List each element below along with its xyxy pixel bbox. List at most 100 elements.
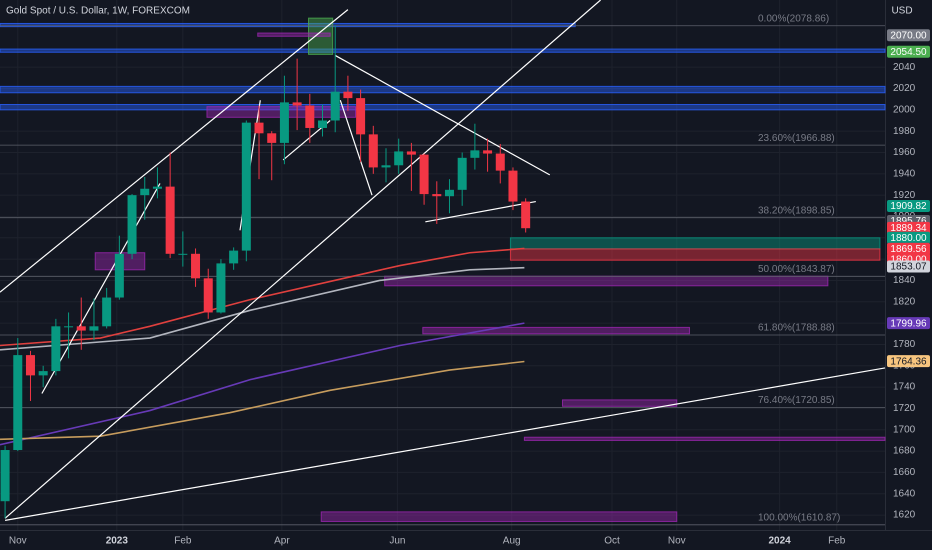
candle-body bbox=[203, 278, 213, 313]
candle-body bbox=[25, 355, 35, 376]
candle-body bbox=[241, 122, 251, 251]
fib-label: 23.60%(1966.88) bbox=[758, 133, 835, 144]
candle-body bbox=[483, 150, 493, 154]
y-tick-label: 2000 bbox=[893, 104, 916, 115]
candle-body bbox=[406, 151, 416, 155]
candle-body bbox=[254, 122, 264, 134]
zone bbox=[0, 48, 886, 53]
zone bbox=[561, 399, 678, 407]
fib-label: 61.80%(1788.88) bbox=[758, 323, 835, 334]
candle-body bbox=[444, 189, 454, 197]
price-label-box bbox=[887, 317, 930, 330]
price-label: 2054.50 bbox=[890, 47, 927, 58]
x-tick-label: 2024 bbox=[768, 536, 791, 547]
x-tick-label: Oct bbox=[604, 536, 620, 547]
fib-label: 50.00%(1843.87) bbox=[758, 264, 835, 275]
candle-body bbox=[102, 297, 112, 327]
candle-body bbox=[432, 194, 442, 197]
price-label-box bbox=[887, 29, 930, 42]
candle-body bbox=[0, 450, 10, 502]
fib-label: 0.00%(2078.86) bbox=[758, 13, 829, 24]
zone bbox=[320, 511, 678, 522]
moving-average bbox=[0, 322, 525, 446]
price-label-box bbox=[887, 242, 930, 255]
trend-line bbox=[4, 367, 886, 521]
y-tick-label: 1840 bbox=[893, 275, 916, 286]
y-tick-label: 2040 bbox=[893, 62, 916, 73]
y-tick-label: 2020 bbox=[893, 83, 916, 94]
price-label: 1909.82 bbox=[890, 201, 927, 212]
fib-label: 100.00%(1610.87) bbox=[758, 512, 840, 523]
candle-body bbox=[76, 326, 86, 331]
zone bbox=[422, 326, 690, 335]
zone bbox=[0, 22, 576, 28]
candle-body bbox=[140, 188, 150, 196]
candle-body bbox=[343, 91, 353, 99]
price-label: 1799.96 bbox=[890, 318, 927, 329]
candle-body bbox=[178, 253, 188, 255]
zones bbox=[0, 17, 886, 522]
zone bbox=[509, 248, 881, 261]
candle-body bbox=[51, 326, 61, 372]
moving-average bbox=[0, 360, 525, 441]
candle-body bbox=[114, 253, 124, 298]
candle-body bbox=[368, 134, 378, 168]
price-label: 1860.00 bbox=[890, 254, 927, 265]
price-label-box bbox=[887, 200, 930, 213]
y-tick-label: 1720 bbox=[893, 403, 916, 414]
x-tick-label: Nov bbox=[668, 536, 686, 547]
price-label-box bbox=[887, 260, 930, 273]
trend-line bbox=[425, 200, 536, 223]
x-tick-label: Jun bbox=[389, 536, 405, 547]
trend-line bbox=[4, 0, 601, 519]
candle-body bbox=[356, 98, 366, 135]
candle-body bbox=[89, 326, 99, 331]
trend-line bbox=[339, 100, 373, 196]
price-label: 1853.07 bbox=[890, 262, 927, 273]
moving-average bbox=[0, 266, 525, 351]
chart-title: Gold Spot / U.S. Dollar, 1W, FOREXCOM bbox=[6, 6, 190, 17]
price-label-box bbox=[887, 355, 930, 368]
y-tick-label: 1680 bbox=[893, 446, 916, 457]
candle-body bbox=[330, 91, 340, 121]
x-tick-label: Feb bbox=[828, 536, 846, 547]
candle-body bbox=[521, 201, 531, 229]
trend-line bbox=[41, 183, 161, 394]
y-tick-label: 1660 bbox=[893, 467, 916, 478]
candle-body bbox=[457, 157, 467, 190]
price-label: 1895.76 bbox=[890, 216, 927, 227]
x-tick-label: Feb bbox=[174, 536, 192, 547]
zone bbox=[0, 104, 886, 111]
candle-body bbox=[318, 120, 328, 128]
candle-body bbox=[191, 253, 201, 279]
moving-average bbox=[0, 247, 525, 347]
candle-body bbox=[495, 153, 505, 171]
y-tick-label: 1960 bbox=[893, 147, 916, 158]
price-label-box bbox=[887, 45, 930, 58]
y-tick-label: 1980 bbox=[893, 126, 916, 137]
candle-body bbox=[292, 102, 302, 106]
x-tick-label: 2023 bbox=[106, 536, 129, 547]
candle-body bbox=[419, 154, 429, 195]
y-tick-label: 1940 bbox=[893, 168, 916, 179]
zone bbox=[523, 436, 886, 441]
candle-body bbox=[508, 170, 518, 202]
lines bbox=[0, 0, 886, 521]
y-tick-label: 1740 bbox=[893, 382, 916, 393]
price-label-box bbox=[887, 221, 930, 234]
x-tick-label: Aug bbox=[503, 536, 521, 547]
candles bbox=[0, 25, 531, 519]
zone bbox=[0, 85, 886, 94]
price-label-box bbox=[887, 231, 930, 244]
fib-levels: 0.00%(2078.86) 23.60%(1966.88) 38.20%(1898… bbox=[0, 13, 885, 526]
candle-body bbox=[152, 186, 162, 189]
x-tick-label: Apr bbox=[274, 536, 290, 547]
axes: 1620164016601680170017201740176017801800… bbox=[9, 29, 930, 547]
price-label: 1880.00 bbox=[890, 233, 927, 244]
currency: USD bbox=[891, 6, 912, 17]
trend-line bbox=[0, 9, 349, 293]
candle-body bbox=[216, 263, 226, 313]
y-tick-label: 1920 bbox=[893, 190, 916, 201]
